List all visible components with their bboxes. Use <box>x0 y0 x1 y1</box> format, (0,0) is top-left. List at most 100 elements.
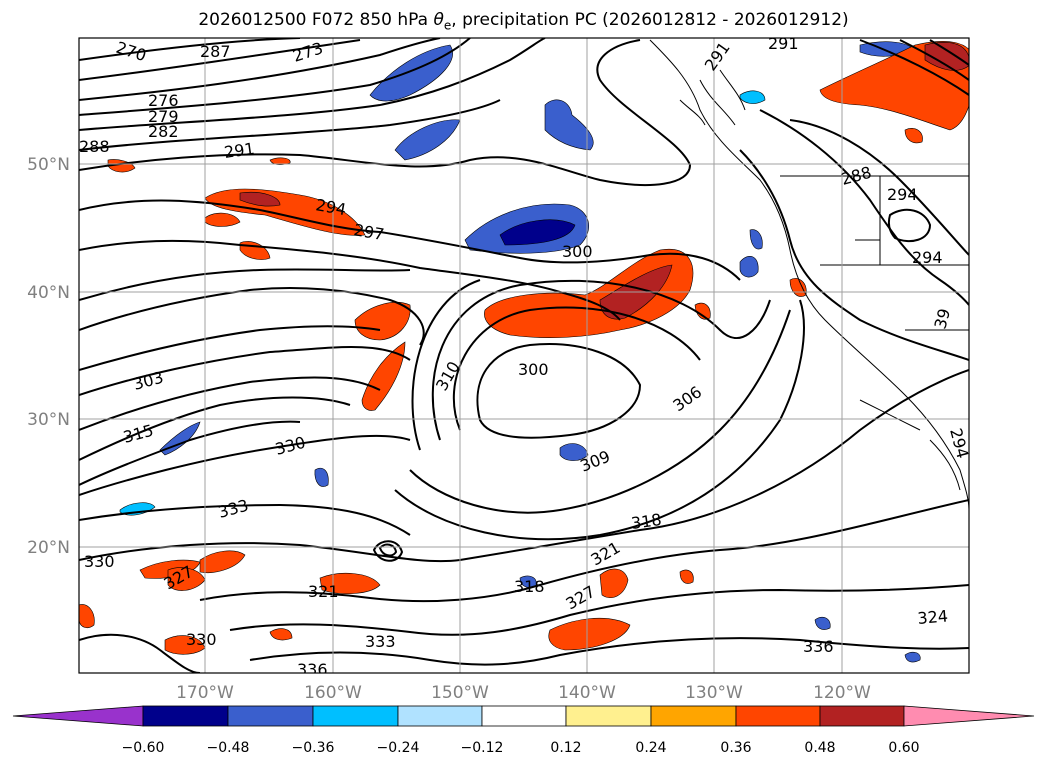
border <box>820 176 969 331</box>
precip-shading <box>79 41 969 663</box>
latitude-labels: 50°N 40°N 30°N 20°N <box>27 155 70 558</box>
precip-area <box>694 302 711 320</box>
contour-line <box>249 637 969 666</box>
colorbar-segment <box>819 705 905 727</box>
contour-line <box>409 309 791 514</box>
precip-area <box>204 212 241 227</box>
colorbar <box>12 705 1035 727</box>
contour-line <box>739 149 969 361</box>
colorbar-segment <box>650 705 737 727</box>
contour-label: 300 <box>562 242 593 261</box>
contour-labels: 270 287 273 276 279 282 288 291 294 297 … <box>79 38 972 679</box>
colorbar-tick-label: 0.12 <box>550 740 581 756</box>
precip-area <box>239 191 281 207</box>
contour-label: 39 <box>931 306 955 331</box>
precip-area <box>749 229 763 250</box>
contour-line <box>79 268 411 301</box>
precip-area <box>679 569 694 584</box>
precip-area <box>739 90 766 104</box>
contour-label: 318 <box>630 510 663 533</box>
lat-label: 20°N <box>27 538 70 558</box>
contour-label: 336 <box>803 637 834 656</box>
precip-area <box>319 573 381 594</box>
precip-area <box>904 128 923 144</box>
lat-label: 50°N <box>27 155 70 175</box>
contour-line <box>394 299 805 541</box>
colorbar-segment <box>565 705 652 727</box>
contour-label: 318 <box>514 577 545 596</box>
colorbar-tick-label: 0.48 <box>804 740 835 756</box>
contour-line <box>79 38 546 131</box>
contour-line <box>378 543 398 557</box>
contour-line <box>431 279 771 441</box>
contour-label: 321 <box>308 582 339 601</box>
contour-label: 270 <box>114 38 149 66</box>
coastline <box>679 69 746 126</box>
precip-area <box>361 341 406 411</box>
contour-line <box>79 369 969 563</box>
contour-line <box>887 208 932 243</box>
precip-area <box>548 617 631 651</box>
colorbar-segment <box>312 705 399 727</box>
contour-line <box>899 39 969 81</box>
contour-label: 294 <box>887 185 918 204</box>
contour-line <box>79 39 692 186</box>
colorbar-segment <box>735 705 821 727</box>
contour-line <box>79 239 621 321</box>
colorbar-tick-label: −0.12 <box>461 740 504 756</box>
contour-label: 291 <box>223 139 256 162</box>
map-plot-area: 270 287 273 276 279 282 288 291 294 297 … <box>79 38 972 679</box>
precip-area <box>314 467 329 487</box>
contour-label: 306 <box>669 382 705 415</box>
contour-label: 282 <box>148 122 179 141</box>
precip-area <box>904 651 921 663</box>
contour-label: 288 <box>839 163 873 189</box>
contour-label: 287 <box>200 42 231 61</box>
precip-area <box>79 604 95 629</box>
contour-label: 300 <box>518 360 549 379</box>
contour-line <box>452 306 701 431</box>
contour-line <box>79 99 501 151</box>
map-frame <box>78 37 970 674</box>
contour-label: 288 <box>79 137 110 156</box>
colorbar-ticks: −0.60 −0.48 −0.36 −0.24 −0.12 0.12 0.24 … <box>122 740 920 756</box>
precip-area <box>599 568 629 599</box>
contour-label: 303 <box>131 368 165 394</box>
lon-label: 120°W <box>813 683 871 703</box>
contour-line <box>79 39 361 81</box>
contour-label: 336 <box>297 660 328 679</box>
colorbar-segment <box>227 705 314 727</box>
contour-line <box>79 199 741 281</box>
precip-area <box>789 278 807 297</box>
map-title: 2026012500 F072 850 hPa θe, precipitatio… <box>198 10 849 33</box>
contour-line <box>79 287 425 346</box>
precip-area <box>394 119 461 161</box>
contour-line <box>79 346 411 396</box>
precip-area <box>559 443 589 461</box>
contour-line <box>789 119 969 256</box>
colorbar-tick-label: −0.36 <box>292 740 335 756</box>
colorbar-tick-label: −0.48 <box>207 740 250 756</box>
contour-label: 315 <box>121 421 155 447</box>
contour-line <box>79 376 381 431</box>
colorbar-tick-label: 0.60 <box>888 740 919 756</box>
longitude-labels: 170°W 160°W 150°W 140°W 130°W 120°W <box>176 683 871 703</box>
coastlines <box>649 39 969 511</box>
contour-line <box>79 503 411 536</box>
precip-area <box>924 42 969 71</box>
contour-line <box>476 343 642 439</box>
contour-label: 333 <box>216 496 250 522</box>
contour-label: 294 <box>946 426 972 460</box>
contour-line <box>199 499 969 603</box>
contour-label: 291 <box>701 38 734 74</box>
contour-line <box>79 38 301 61</box>
contour-line <box>372 540 404 562</box>
colorbar-max-extend <box>903 705 1035 727</box>
contour-label: 330 <box>186 630 217 649</box>
precip-area <box>239 241 271 260</box>
contour-label: 294 <box>912 248 943 267</box>
precip-area <box>814 616 831 630</box>
contour-line <box>79 38 471 116</box>
contour-line <box>859 39 969 96</box>
